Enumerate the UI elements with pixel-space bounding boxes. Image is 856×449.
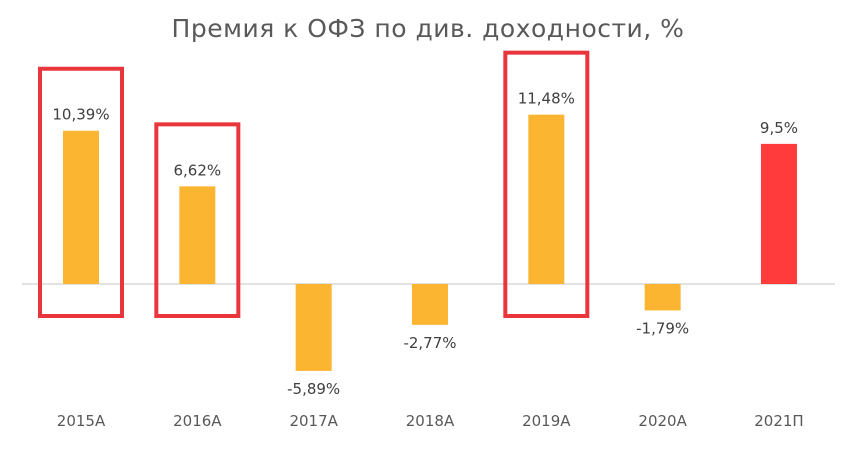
chart-title: Премия к ОФЗ по див. доходности, % bbox=[171, 14, 685, 43]
data-label-2018А: -2,77% bbox=[403, 334, 456, 352]
bar-2017А bbox=[295, 284, 332, 371]
data-label-2017А: -5,89% bbox=[287, 380, 340, 398]
highlight-box-2015А bbox=[38, 66, 124, 318]
x-tick-label-2021П: 2021П bbox=[754, 412, 803, 430]
x-tick-label-2015А: 2015А bbox=[57, 412, 106, 430]
x-tick-label-2017А: 2017А bbox=[289, 412, 338, 430]
data-label-2020А: -1,79% bbox=[636, 319, 689, 337]
bar-2018А bbox=[411, 284, 448, 325]
x-tick-label-2016А: 2016А bbox=[173, 412, 222, 430]
bar-2019А bbox=[528, 114, 565, 284]
data-label-2016А: 6,62% bbox=[174, 161, 222, 179]
x-tick-label-2020А: 2020А bbox=[638, 412, 687, 430]
highlight-box-2019А bbox=[503, 50, 590, 318]
data-label-2021П: 9,5% bbox=[760, 119, 798, 137]
bar-2015А bbox=[63, 130, 99, 284]
data-label-2015А: 10,39% bbox=[52, 106, 109, 124]
data-label-2019А: 11,48% bbox=[518, 90, 575, 108]
highlight-box-2016А bbox=[154, 122, 241, 319]
bar-2020А bbox=[644, 284, 681, 311]
x-tick-label-2018А: 2018А bbox=[406, 412, 455, 430]
bar-2016А bbox=[179, 186, 216, 284]
bar-2021П bbox=[760, 143, 797, 284]
x-tick-label-2019А: 2019А bbox=[522, 412, 571, 430]
